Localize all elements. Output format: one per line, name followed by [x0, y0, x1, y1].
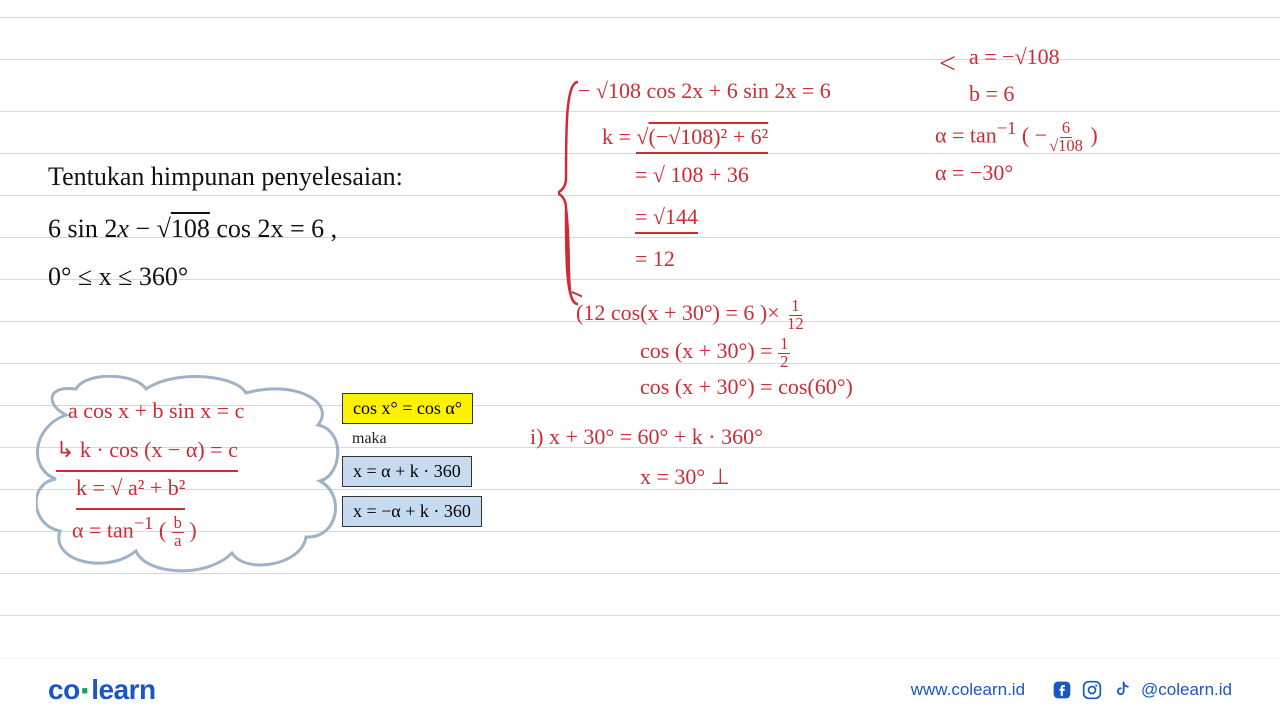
- work-a-value: a = −√108: [969, 38, 1255, 75]
- brand-dot-icon: ·: [80, 670, 92, 711]
- tiktok-icon: [1111, 679, 1133, 701]
- facebook-icon: [1051, 679, 1073, 701]
- work-step-k-144: = √144: [635, 204, 698, 234]
- cloud-formula-k: k = √ a² + b²: [76, 470, 185, 510]
- hint-label-maka: maka: [352, 430, 387, 448]
- hint-box-solution-1: x = α + k · 360: [342, 456, 472, 487]
- cloud-formula-1: a cos x + b sin x = c: [68, 393, 244, 429]
- work-b-value: b = 6: [969, 75, 1255, 112]
- work-alpha-expr: α = tan−1 ( −6√108 ): [935, 113, 1255, 154]
- hint-box-cos-equation: cos x° = cos α°: [342, 393, 473, 424]
- work-step-k-12: = 12: [635, 246, 675, 272]
- work-step-eq-rewrite: − √108 cos 2x + 6 sin 2x = 6: [578, 78, 831, 104]
- footer-right: www.colearn.id @colearn.id: [911, 679, 1232, 701]
- work-step-cos-half: cos (x + 30°) = 12: [640, 336, 790, 370]
- work-right-column: < a = −√108 b = 6 α = tan−1 ( −6√108 ) α…: [935, 38, 1255, 191]
- work-step-k-expr: k = √(−√108)² + 6²: [602, 124, 768, 154]
- work-step-cos60: cos (x + 30°) = cos(60°): [640, 374, 853, 400]
- problem-line-2: 6 sin 2x − √108 cos 2x = 6 ,: [48, 207, 508, 251]
- work-step-scaled: (12 cos(x + 30°) = 6 )× 112: [576, 298, 806, 332]
- work-step-case-i: i) x + 30° = 60° + k · 360°: [530, 424, 763, 450]
- footer-bar: co·learn www.colearn.id @colearn.id: [0, 658, 1280, 720]
- footer-url: www.colearn.id: [911, 680, 1025, 700]
- work-alpha-value: α = −30°: [935, 154, 1255, 191]
- work-step-x-30: x = 30° ⊥: [640, 464, 730, 490]
- social-icons: @colearn.id: [1051, 679, 1232, 701]
- instagram-icon: [1081, 679, 1103, 701]
- cloud-formula-alpha: α = tan−1 ( ba ): [72, 508, 197, 549]
- problem-line-1: Tentukan himpunan penyelesaian:: [48, 155, 508, 199]
- curly-brace-icon: [558, 78, 582, 308]
- cloud-formula-2: ↳ k · cos (x − α) = c: [56, 432, 238, 472]
- footer-handle: @colearn.id: [1141, 680, 1232, 700]
- work-step-k-sum: = √ 108 + 36: [635, 162, 749, 188]
- problem-line-3: 0° ≤ x ≤ 360°: [48, 255, 508, 299]
- brand-logo: co·learn: [48, 674, 156, 706]
- hint-box-solution-2: x = −α + k · 360: [342, 496, 482, 527]
- problem-statement: Tentukan himpunan penyelesaian: 6 sin 2x…: [48, 155, 508, 300]
